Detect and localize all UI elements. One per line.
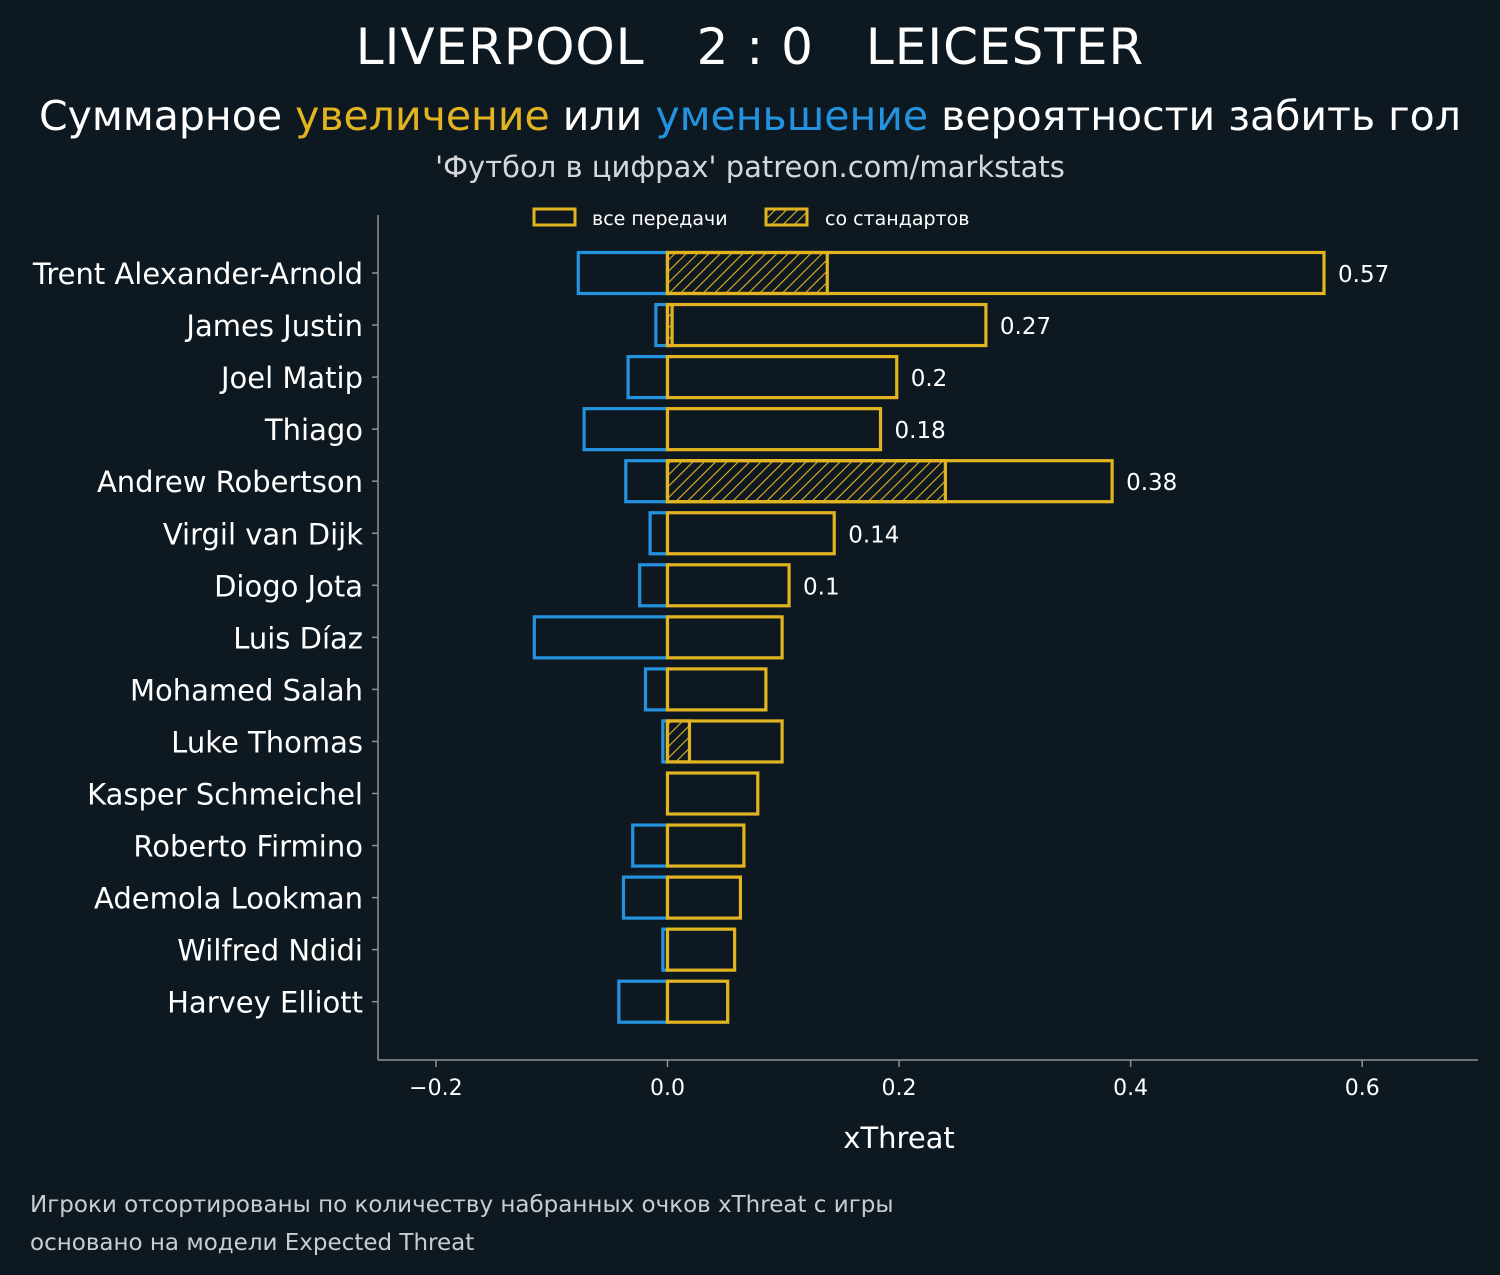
bar-value-label: 0.57: [1338, 262, 1389, 288]
bar-set-pieces: [665, 459, 947, 504]
away-team: LEICESTER: [865, 18, 1145, 76]
bar-negative: [648, 511, 670, 556]
bar-positive: [665, 511, 836, 556]
legend-swatch-set-pieces: [764, 207, 809, 227]
bar-positive: [665, 407, 883, 452]
footer-line-sorting: Игроки отсортированы по количеству набра…: [30, 1192, 894, 1218]
x-tick-label: 0.4: [1113, 1076, 1148, 1101]
chart-title: LIVERPOOL 2 : 0 LEICESTER: [0, 18, 1500, 76]
bar-negative: [624, 459, 670, 504]
bar-positive: [665, 302, 988, 348]
y-tick-label: Luis Díaz: [233, 621, 363, 655]
bar-negative: [643, 667, 670, 712]
bar-set-pieces: [665, 250, 829, 296]
y-tick-label: Ademola Lookman: [94, 882, 363, 916]
bar-positive: [665, 927, 737, 972]
xthreat-bar-chart: все передачи со стандартов 0.57 0.27 0.2 0.…: [32, 207, 1478, 1155]
subtitle-text: или: [549, 92, 656, 140]
bar-value-label: 0.18: [895, 418, 946, 444]
legend: все передачи со стандартов: [532, 207, 969, 230]
y-tick-label: Joel Matip: [219, 361, 363, 395]
bar-positive: [665, 667, 768, 712]
bar-value-label: 0.27: [1000, 314, 1051, 340]
footer-line-model: основано на модели Expected Threat: [30, 1230, 475, 1256]
x-tick-label: 0.2: [882, 1076, 917, 1101]
bar-negative: [621, 875, 670, 920]
y-tick-label: Trent Alexander-Arnold: [32, 257, 363, 291]
bar-value-label: 0.1: [803, 574, 840, 600]
bar-negative: [576, 250, 670, 296]
bar-value-label: 0.38: [1126, 470, 1177, 496]
subtitle-highlight-decrease: уменьшение: [655, 92, 929, 140]
y-tick-label: Diogo Jota: [214, 569, 363, 603]
y-tick-label: Luke Thomas: [171, 725, 363, 759]
bar-positive: [665, 823, 746, 868]
bar-positive: [665, 615, 784, 660]
legend-label-set-pieces: со стандартов: [825, 208, 969, 230]
bar-negative: [631, 823, 670, 868]
bar-positive: [665, 979, 730, 1024]
subtitle-highlight-increase: увеличение: [295, 92, 550, 140]
bar-positive: [665, 250, 1326, 296]
y-tick-label: Virgil van Dijk: [163, 517, 363, 551]
subtitle-text: Суммарное: [39, 92, 296, 140]
bar-negative: [626, 355, 670, 400]
bar-positive: [665, 355, 899, 400]
bar-negative: [532, 615, 670, 660]
legend-swatch-all-passes: [532, 207, 577, 227]
y-tick-label: Harvey Elliott: [167, 986, 363, 1020]
x-tick-label: 0.6: [1345, 1076, 1380, 1101]
bar-set-pieces: [665, 719, 692, 764]
y-tick-label: James Justin: [184, 309, 363, 343]
x-tick-label: 0.0: [650, 1076, 685, 1101]
footer-notes: Игроки отсортированы по количеству набра…: [30, 1186, 894, 1262]
y-tick-label: Thiago: [264, 413, 363, 447]
bar-negative: [582, 407, 670, 452]
bar-positive: [665, 875, 743, 920]
y-tick-label: Andrew Robertson: [97, 465, 363, 499]
chart-subtitle: Суммарное увеличение или уменьшение веро…: [0, 92, 1500, 140]
bar-negative: [654, 302, 670, 348]
match-score: 2 : 0: [696, 18, 814, 76]
x-axis-label: xThreat: [843, 1121, 955, 1155]
bar-positive: [665, 459, 1114, 504]
x-tick-label: −0.2: [409, 1076, 462, 1101]
y-tick-label: Wilfred Ndidi: [177, 934, 363, 968]
legend-label-all-passes: все передачи: [592, 208, 728, 230]
bar-value-label: 0.2: [911, 366, 948, 392]
y-tick-label: Kasper Schmeichel: [87, 778, 363, 812]
bar-positive: [665, 771, 760, 816]
y-tick-label: Mohamed Salah: [130, 673, 363, 707]
bar-positive: [665, 719, 784, 764]
y-tick-label: Roberto Firmino: [133, 830, 363, 864]
bar-negative: [638, 563, 670, 608]
bar-positive: [665, 563, 791, 608]
bar-negative: [617, 979, 670, 1024]
home-team: LIVERPOOL: [355, 18, 645, 76]
subtitle-text: вероятности забить гол: [928, 92, 1461, 140]
bar-value-label: 0.14: [848, 522, 899, 548]
credit-line: 'Футбол в цифрах' patreon.com/markstats: [435, 150, 1065, 184]
